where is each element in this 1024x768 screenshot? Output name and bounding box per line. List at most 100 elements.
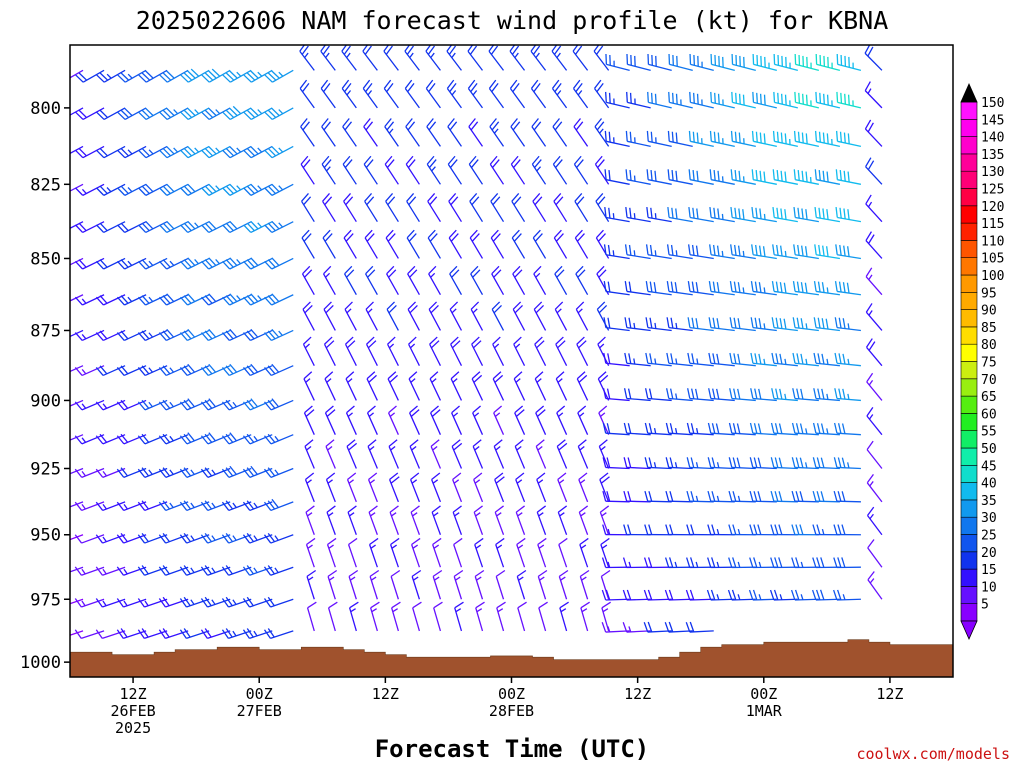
barb-full-flag [390, 569, 401, 577]
wind-barb [116, 294, 147, 306]
barb-full-flag [325, 340, 335, 349]
barb-full-flag [729, 388, 733, 399]
barb-full-flag [867, 122, 874, 133]
barb-full-flag [204, 500, 213, 510]
barb-full-flag [792, 388, 796, 399]
barb-staff [575, 273, 589, 296]
barb-full-flag [187, 146, 196, 155]
barb-full-flag [839, 207, 842, 219]
wind-barb [138, 220, 168, 234]
barb-full-flag [514, 439, 524, 447]
wind-barb [835, 169, 862, 185]
wind-barb [242, 532, 273, 544]
wind-barb [605, 53, 630, 71]
barb-half-flag [190, 599, 195, 605]
barb-full-flag [250, 70, 259, 79]
barb-full-flag [408, 233, 417, 242]
barb-half-flag [412, 512, 418, 517]
barb-half-flag [633, 250, 636, 257]
barb-full-flag [843, 132, 846, 144]
barb-full-flag [267, 565, 275, 575]
barb-full-flag [833, 457, 838, 468]
wind-barb [751, 207, 777, 223]
barb-full-flag [430, 439, 440, 447]
barb-full-flag [601, 601, 612, 609]
wind-barb [494, 505, 505, 535]
barb-full-flag [596, 45, 604, 55]
barb-full-flag [469, 193, 478, 202]
barb-full-flag [866, 473, 874, 484]
barb-half-flag [580, 512, 586, 517]
barb-full-flag [116, 332, 125, 341]
barb-full-flag [801, 245, 804, 257]
wind-barb [833, 557, 861, 569]
barb-full-flag [429, 336, 438, 345]
barb-full-flag [425, 45, 432, 52]
barb-full-flag [558, 569, 569, 577]
barb-full-flag [367, 269, 376, 278]
wind-barb [749, 490, 777, 503]
wind-barb [96, 69, 126, 83]
barb-full-flag [183, 259, 192, 268]
barb-full-flag [468, 118, 476, 128]
barb-half-flag [433, 512, 439, 517]
barb-full-flag [608, 207, 611, 219]
barb-half-flag [496, 512, 502, 517]
wind-barb [264, 107, 294, 121]
colorbar-label: 55 [981, 425, 997, 440]
barb-half-flag [497, 608, 504, 613]
barb-full-flag [624, 244, 628, 255]
barb-full-flag [867, 571, 875, 581]
wind-barb [383, 45, 399, 71]
barb-full-flag [604, 169, 607, 180]
barb-full-flag [516, 537, 526, 546]
barb-staff [600, 544, 610, 568]
wind-barb [576, 336, 589, 366]
wind-barb [835, 207, 862, 223]
wind-barb [604, 130, 630, 148]
barb-full-flag [626, 589, 632, 601]
wind-barb [345, 405, 357, 435]
y-tick-label: 950 [30, 526, 61, 546]
wind-barb [264, 145, 294, 159]
barb-full-flag [695, 318, 699, 329]
barb-full-flag [867, 46, 874, 57]
wind-barb [299, 45, 315, 71]
barb-full-flag [574, 193, 583, 202]
barb-full-flag [343, 193, 352, 202]
barb-full-flag [771, 317, 775, 328]
wind-barb [646, 169, 672, 185]
barb-full-flag [816, 457, 821, 468]
barb-full-flag [733, 353, 737, 364]
barb-staff [70, 329, 84, 338]
wind-barb [646, 130, 672, 148]
wind-barb [834, 317, 861, 332]
barb-half-flag [388, 128, 394, 134]
barb-full-flag [847, 171, 850, 183]
barb-half-flag [304, 52, 309, 58]
barb-full-flag [320, 45, 327, 52]
barb-full-flag [688, 169, 691, 180]
barb-staff [383, 88, 399, 109]
wind-barb [773, 91, 798, 109]
barb-full-flag [669, 457, 674, 468]
barb-half-flag [432, 479, 439, 484]
barb-full-flag [665, 388, 670, 399]
barb-full-flag [511, 193, 520, 202]
barb-full-flag [429, 371, 439, 380]
barb-half-flag [328, 576, 335, 581]
barb-full-flag [183, 467, 192, 477]
barb-full-flag [804, 282, 808, 294]
barb-full-flag [538, 601, 548, 609]
wind-barb [409, 405, 420, 435]
barb-full-flag [138, 224, 147, 233]
wind-barb [74, 534, 105, 544]
barb-half-flag [716, 495, 720, 502]
wind-barb [643, 557, 672, 569]
barb-half-flag [194, 259, 199, 265]
barb-full-flag [805, 133, 808, 144]
barb-half-flag [388, 343, 395, 349]
barb-half-flag [62, 76, 66, 80]
barb-full-flag [812, 457, 817, 468]
